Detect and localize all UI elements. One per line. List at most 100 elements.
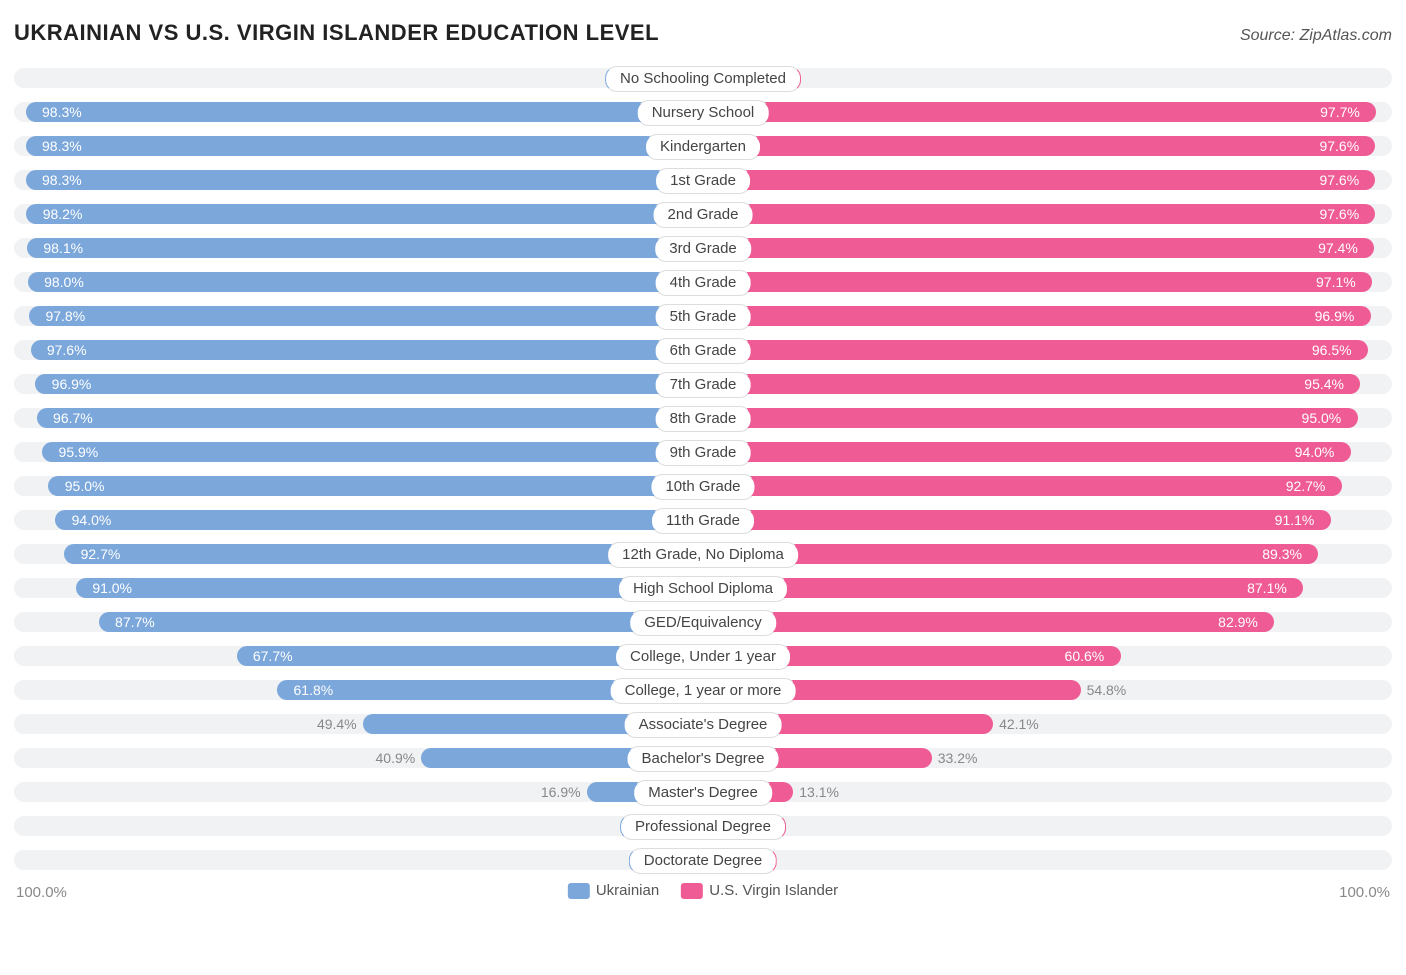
category-label: High School Diploma [618, 576, 788, 602]
bar-right [703, 510, 1331, 530]
chart-row: 94.0% 91.1% 11th Grade [14, 506, 1392, 534]
category-label: 7th Grade [655, 372, 752, 398]
pct-label-left: 98.0% [44, 272, 84, 292]
category-label: 5th Grade [655, 304, 752, 330]
pct-label-left: 92.7% [81, 544, 121, 564]
chart-row: 98.3% 97.6% 1st Grade [14, 166, 1392, 194]
category-label: No Schooling Completed [605, 66, 801, 92]
pct-label-left: 98.3% [42, 136, 82, 156]
pct-label-left: 94.0% [72, 510, 112, 530]
chart-title: UKRAINIAN VS U.S. VIRGIN ISLANDER EDUCAT… [14, 20, 659, 46]
category-label: 1st Grade [655, 168, 751, 194]
category-label: 8th Grade [655, 406, 752, 432]
chart-row: 67.7%60.6%College, Under 1 year [14, 642, 1392, 670]
pct-label-right: 60.6% [1065, 646, 1105, 666]
chart-footer: 100.0% Ukrainian U.S. Virgin Islander 10… [14, 882, 1392, 906]
bar-right [703, 306, 1371, 326]
chart-row: 97.6%96.5%6th Grade [14, 336, 1392, 364]
category-label: 2nd Grade [653, 202, 754, 228]
pct-label-right: 97.6% [1319, 170, 1359, 190]
legend-swatch-right [681, 883, 703, 899]
chart-row: 16.9%13.1%Master's Degree [14, 778, 1392, 806]
chart-row: 98.0%97.1%4th Grade [14, 268, 1392, 296]
axis-label-left: 100.0% [16, 884, 67, 901]
chart-row: 96.9% 95.4% 7th Grade [14, 370, 1392, 398]
chart-row: 91.0% 87.1% High School Diploma [14, 574, 1392, 602]
chart-row: 87.7%82.9%GED/Equivalency [14, 608, 1392, 636]
pct-label-left: 40.9% [376, 748, 416, 768]
category-label: 10th Grade [650, 474, 755, 500]
bar-left [31, 340, 703, 360]
bar-left [26, 170, 703, 190]
bar-left [42, 442, 703, 462]
chart-row: 92.7% 89.3% 12th Grade, No Diploma [14, 540, 1392, 568]
pct-label-left: 61.8% [294, 680, 334, 700]
pct-label-right: 42.1% [999, 714, 1039, 734]
pct-label-right: 97.1% [1316, 272, 1356, 292]
bar-left [29, 306, 703, 326]
bar-left [37, 408, 703, 428]
category-label: 12th Grade, No Diploma [607, 542, 799, 568]
category-label: Bachelor's Degree [627, 746, 780, 772]
pct-label-left: 95.9% [59, 442, 99, 462]
pct-label-right: 95.0% [1302, 408, 1342, 428]
bar-left [26, 102, 703, 122]
legend: Ukrainian U.S. Virgin Islander [568, 882, 838, 899]
bar-right [703, 408, 1358, 428]
category-label: 6th Grade [655, 338, 752, 364]
pct-label-left: 96.9% [52, 374, 92, 394]
chart-row: 1.8%2.3%No Schooling Completed [14, 64, 1392, 92]
chart-row: 97.8%96.9%5th Grade [14, 302, 1392, 330]
pct-label-left: 98.2% [43, 204, 83, 224]
category-label: GED/Equivalency [629, 610, 777, 636]
category-label: Doctorate Degree [629, 848, 777, 874]
bar-left [28, 272, 703, 292]
bar-right [703, 442, 1351, 462]
category-label: Master's Degree [633, 780, 773, 806]
chart-row: 95.0%92.7%10th Grade [14, 472, 1392, 500]
chart-rows: 1.8%2.3%No Schooling Completed 98.3% 97.7%… [14, 64, 1392, 874]
pct-label-left: 97.8% [45, 306, 85, 326]
bar-right [703, 272, 1372, 292]
pct-label-right: 87.1% [1247, 578, 1287, 598]
pct-label-right: 89.3% [1262, 544, 1302, 564]
bar-right [703, 170, 1375, 190]
category-label: Professional Degree [620, 814, 786, 840]
bar-left [26, 136, 703, 156]
chart-row: 40.9%33.2%Bachelor's Degree [14, 744, 1392, 772]
pct-label-right: 97.7% [1320, 102, 1360, 122]
bar-right [703, 340, 1368, 360]
pct-label-right: 95.4% [1304, 374, 1344, 394]
pct-label-right: 96.5% [1312, 340, 1352, 360]
bar-right [703, 578, 1303, 598]
chart-row: 2.1%1.5%Doctorate Degree [14, 846, 1392, 874]
bar-right [703, 102, 1376, 122]
category-label: 11th Grade [651, 508, 755, 534]
bar-left [48, 476, 703, 496]
bar-left [76, 578, 703, 598]
chart-row: 98.2%97.6%2nd Grade [14, 200, 1392, 228]
category-label: Nursery School [637, 100, 770, 126]
legend-item-left: Ukrainian [568, 882, 659, 899]
pct-label-left: 91.0% [92, 578, 132, 598]
chart-container: UKRAINIAN VS U.S. VIRGIN ISLANDER EDUCAT… [0, 0, 1406, 975]
pct-label-right: 91.1% [1275, 510, 1315, 530]
category-label: College, Under 1 year [615, 644, 791, 670]
bar-left [99, 612, 703, 632]
bar-left [26, 204, 703, 224]
pct-label-left: 87.7% [115, 612, 155, 632]
bar-right [703, 204, 1375, 224]
chart-row: 49.4%42.1%Associate's Degree [14, 710, 1392, 738]
legend-label-right: U.S. Virgin Islander [709, 882, 838, 899]
bar-right [703, 238, 1374, 258]
pct-label-left: 98.3% [42, 102, 82, 122]
chart-source: Source: ZipAtlas.com [1240, 27, 1392, 45]
pct-label-left: 96.7% [53, 408, 93, 428]
bar-right [703, 612, 1274, 632]
legend-item-right: U.S. Virgin Islander [681, 882, 838, 899]
pct-label-left: 49.4% [317, 714, 357, 734]
pct-label-right: 92.7% [1286, 476, 1326, 496]
bar-left [27, 238, 703, 258]
chart-row: 98.3% 97.7% Nursery School [14, 98, 1392, 126]
pct-label-left: 98.3% [42, 170, 82, 190]
